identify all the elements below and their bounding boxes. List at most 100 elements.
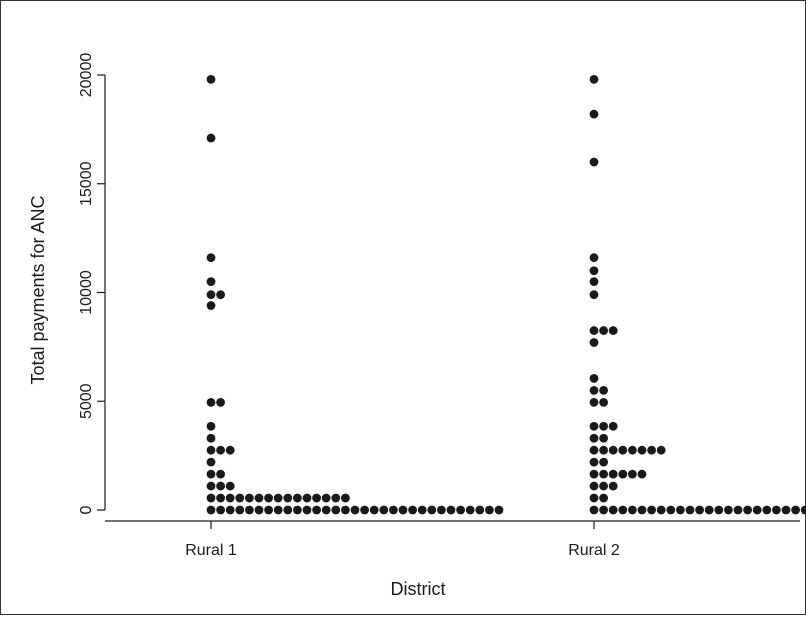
data-point bbox=[589, 421, 599, 431]
data-point bbox=[225, 445, 235, 455]
data-point bbox=[589, 338, 599, 347]
data-point bbox=[225, 505, 235, 515]
x-axis: Rural 1 Rural 2 bbox=[105, 520, 800, 559]
data-point bbox=[206, 397, 216, 407]
data-point bbox=[216, 445, 226, 455]
data-point bbox=[225, 493, 235, 503]
data-point bbox=[206, 277, 216, 287]
data-point bbox=[321, 505, 331, 515]
data-point bbox=[637, 445, 647, 455]
data-point bbox=[628, 469, 637, 479]
data-point bbox=[398, 505, 408, 515]
data-point bbox=[206, 290, 216, 300]
data-point bbox=[695, 505, 704, 515]
data-point bbox=[599, 385, 608, 395]
data-point bbox=[637, 505, 647, 515]
data-point bbox=[647, 505, 656, 515]
data-point bbox=[599, 326, 608, 335]
data-point bbox=[781, 505, 791, 515]
data-point bbox=[273, 493, 283, 503]
data-point bbox=[656, 505, 666, 515]
data-point bbox=[599, 469, 608, 479]
data-point bbox=[312, 505, 321, 515]
data-point bbox=[724, 505, 733, 515]
data-point bbox=[589, 253, 599, 263]
data-point bbox=[589, 445, 599, 455]
data-point bbox=[283, 493, 293, 503]
data-point bbox=[283, 505, 293, 515]
data-point bbox=[293, 505, 302, 515]
data-point bbox=[427, 505, 437, 515]
data-point bbox=[341, 493, 350, 503]
data-point bbox=[599, 433, 608, 443]
x-axis-label: District bbox=[391, 579, 446, 599]
data-point bbox=[628, 505, 637, 515]
data-point bbox=[685, 505, 695, 515]
data-point bbox=[206, 445, 216, 455]
y-tick-label: 0 bbox=[78, 505, 95, 514]
data-point bbox=[589, 457, 599, 467]
data-point bbox=[599, 445, 608, 455]
data-point bbox=[628, 445, 637, 455]
data-point bbox=[608, 505, 618, 515]
data-point bbox=[264, 493, 273, 503]
data-point bbox=[245, 493, 254, 503]
data-point bbox=[800, 505, 806, 515]
data-points bbox=[206, 74, 806, 515]
data-point bbox=[245, 505, 254, 515]
data-point bbox=[389, 505, 398, 515]
data-point bbox=[704, 505, 714, 515]
data-point bbox=[589, 433, 599, 443]
data-point bbox=[302, 505, 312, 515]
data-point bbox=[206, 481, 216, 491]
data-point bbox=[714, 505, 724, 515]
data-point bbox=[599, 481, 608, 491]
x-tick-label: Rural 1 bbox=[185, 542, 237, 559]
data-point bbox=[589, 266, 599, 276]
data-point bbox=[494, 505, 504, 515]
data-point bbox=[589, 157, 599, 167]
data-point bbox=[656, 445, 666, 455]
data-point bbox=[618, 445, 628, 455]
data-point bbox=[599, 505, 608, 515]
data-point bbox=[206, 469, 216, 479]
data-point bbox=[589, 385, 599, 395]
data-point bbox=[206, 133, 216, 143]
data-point bbox=[235, 493, 245, 503]
data-point bbox=[589, 505, 599, 515]
data-point bbox=[475, 505, 485, 515]
data-point bbox=[485, 505, 494, 515]
data-point bbox=[589, 277, 599, 287]
data-point bbox=[206, 457, 216, 467]
data-point bbox=[312, 493, 321, 503]
data-point bbox=[206, 505, 216, 515]
data-point bbox=[608, 481, 618, 491]
data-point bbox=[772, 505, 781, 515]
y-axis-label: Total payments for ANC bbox=[28, 195, 48, 384]
data-point bbox=[216, 493, 226, 503]
data-point bbox=[341, 505, 350, 515]
data-point bbox=[206, 433, 216, 443]
data-point bbox=[264, 505, 273, 515]
data-point bbox=[379, 505, 389, 515]
data-point bbox=[599, 397, 608, 407]
data-point bbox=[216, 469, 226, 479]
data-point bbox=[589, 469, 599, 479]
data-point bbox=[206, 253, 216, 263]
data-point bbox=[599, 493, 608, 503]
data-point bbox=[216, 397, 226, 407]
data-point bbox=[589, 326, 599, 335]
data-point bbox=[589, 493, 599, 503]
data-point bbox=[206, 74, 216, 84]
data-point bbox=[676, 505, 685, 515]
data-point bbox=[743, 505, 752, 515]
data-point bbox=[446, 505, 456, 515]
data-point bbox=[273, 505, 283, 515]
y-tick-label: 10000 bbox=[78, 270, 95, 315]
data-point bbox=[589, 109, 599, 119]
data-point bbox=[589, 290, 599, 300]
data-point bbox=[360, 505, 369, 515]
